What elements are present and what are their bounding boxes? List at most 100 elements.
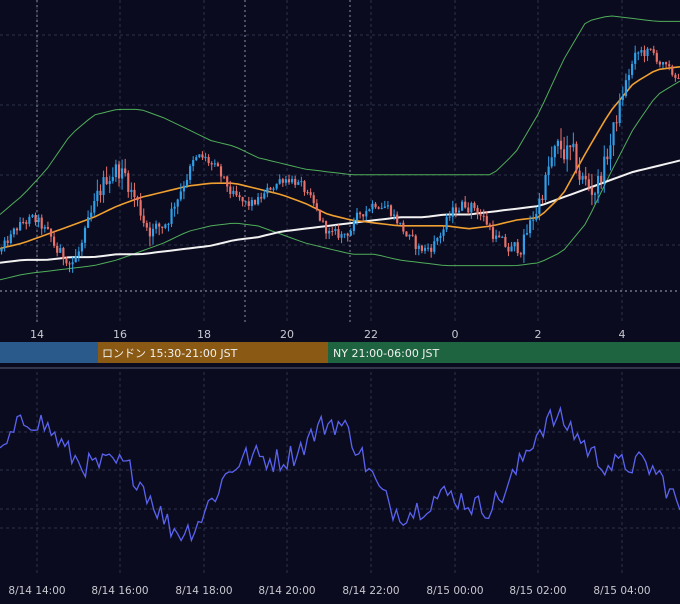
candle-body: [359, 212, 362, 215]
osc-x-tick-label: 8/15 02:00: [509, 585, 566, 597]
candle-body: [300, 181, 303, 183]
candle-body: [516, 242, 519, 254]
candle-body: [278, 179, 281, 184]
candle-body: [640, 50, 643, 53]
candle-body: [247, 201, 250, 206]
candle-body: [504, 236, 507, 247]
candle-body: [309, 192, 312, 196]
candle-body: [355, 212, 359, 221]
candle-body: [476, 207, 479, 215]
candle-body: [600, 175, 603, 183]
moving-average-long: [0, 159, 680, 264]
candle-body: [269, 187, 272, 190]
candle-body: [349, 230, 352, 236]
candle-body: [334, 229, 337, 231]
candle-body: [111, 177, 114, 181]
candle-body: [631, 63, 634, 76]
candle-body: [365, 211, 368, 217]
candle-body: [368, 209, 371, 212]
candle-body: [575, 143, 578, 171]
candle-body: [541, 198, 544, 201]
candle-body: [102, 177, 105, 196]
candle-body: [275, 183, 278, 189]
candle-body: [31, 215, 34, 217]
candle-body: [507, 246, 510, 252]
osc-x-tick-label: 8/15 04:00: [593, 585, 650, 597]
candle-body: [161, 226, 164, 228]
candle-body: [185, 179, 189, 186]
candle-body: [464, 201, 467, 208]
candle-body: [674, 74, 677, 78]
candle-body: [15, 228, 19, 231]
candle-body: [553, 146, 556, 158]
candle-body: [297, 182, 300, 185]
candle-body: [386, 205, 389, 207]
candle-body: [59, 248, 62, 253]
candle-body: [587, 179, 590, 188]
candle-body: [624, 80, 627, 96]
candle-body: [346, 233, 349, 236]
candle-body: [93, 200, 96, 213]
candle-body: [513, 242, 516, 247]
candle-body: [53, 236, 56, 246]
osc-x-tick-label: 8/14 18:00: [175, 585, 232, 597]
bollinger-upper: [0, 15, 680, 215]
candle-body: [352, 220, 355, 231]
candle-body: [590, 187, 593, 195]
candle-body: [495, 235, 498, 239]
candle-body: [22, 222, 25, 224]
candle-body: [108, 180, 111, 185]
candle-body: [74, 256, 77, 263]
candle-body: [522, 234, 525, 255]
candle-body: [525, 233, 529, 235]
main-x-tick-label: 22: [364, 328, 378, 341]
candle-body: [488, 224, 491, 228]
candle-body: [408, 234, 411, 237]
candle-body: [127, 173, 130, 192]
candle-body: [9, 234, 12, 243]
candle-body: [606, 156, 609, 160]
candle-body: [451, 207, 454, 217]
candle-body: [498, 235, 501, 238]
candle-body: [151, 228, 155, 237]
candle-body: [71, 262, 74, 265]
candle-body: [649, 48, 652, 50]
candle-body: [281, 179, 284, 183]
candle-body: [207, 156, 210, 164]
candle-body: [677, 77, 680, 79]
session-bar-tokyo: [0, 342, 98, 363]
candle-body: [362, 214, 365, 217]
candle-body: [529, 220, 532, 234]
candle-body: [646, 48, 649, 57]
osc-x-tick-label: 8/15 00:00: [426, 585, 483, 597]
candle-body: [3, 240, 6, 249]
main-x-tick-label: 18: [197, 328, 211, 341]
candle-body: [668, 64, 671, 67]
candle-body: [550, 157, 553, 167]
candle-body: [219, 166, 223, 177]
candle-body: [544, 174, 547, 201]
candle-body: [634, 52, 637, 64]
candle-body: [609, 145, 612, 160]
oscillator-line: [0, 405, 680, 543]
osc-x-tick-label: 8/14 20:00: [258, 585, 315, 597]
candle-body: [593, 193, 597, 195]
osc-x-tick-label: 8/14 16:00: [91, 585, 148, 597]
candle-body: [99, 190, 102, 196]
candle-body: [216, 163, 219, 167]
osc-x-tick-label: 8/14 22:00: [342, 585, 399, 597]
candle-body: [105, 177, 108, 185]
candle-body: [658, 61, 661, 65]
session-bar-ny: [328, 342, 680, 363]
candle-body: [439, 235, 442, 239]
main-x-tick-label: 16: [113, 328, 127, 341]
candle-body: [652, 49, 655, 53]
candle-body: [266, 187, 269, 194]
candle-body: [427, 247, 430, 249]
candle-body: [260, 197, 263, 199]
candle-body: [399, 222, 402, 224]
candle-body: [96, 190, 99, 201]
candle-body: [383, 206, 386, 208]
main-x-tick-label: 20: [280, 328, 294, 341]
